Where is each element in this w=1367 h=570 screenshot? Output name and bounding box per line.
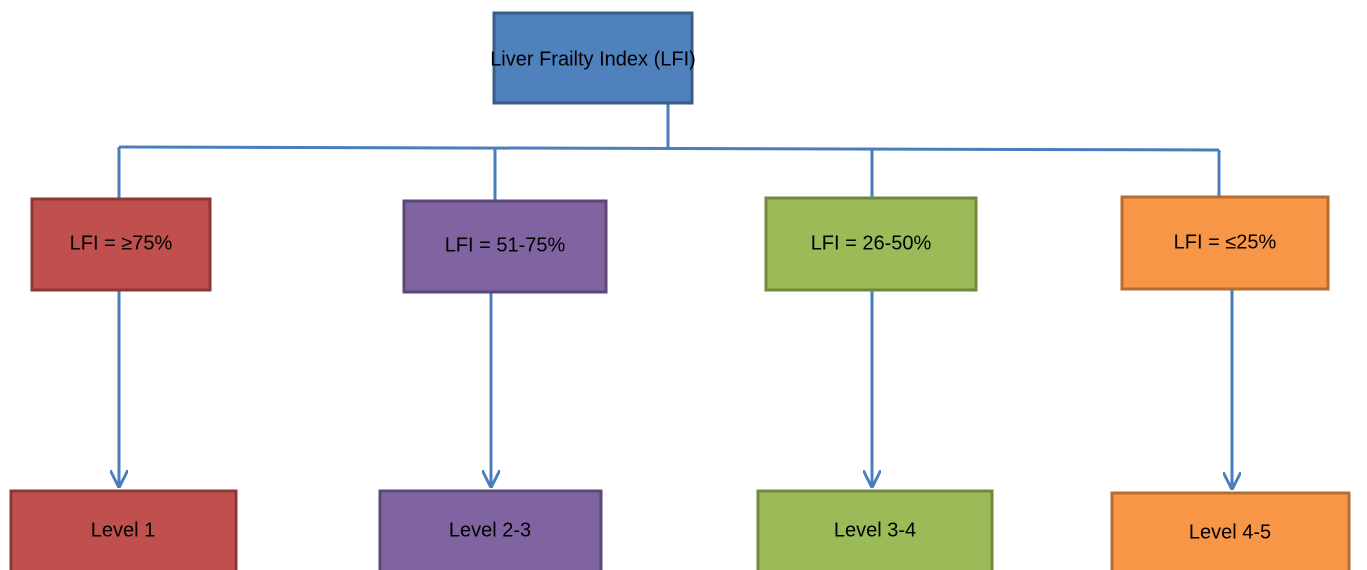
root-label: Liver Frailty Index (LFI) — [490, 48, 696, 70]
branch-label: LFI = 26-50% — [811, 232, 932, 254]
level-label: Level 1 — [91, 519, 156, 541]
branch-box — [764, 196, 978, 292]
branch-box — [30, 197, 212, 292]
branch-label: LFI = ≥75% — [70, 232, 173, 254]
level-label: Level 2-3 — [449, 519, 531, 541]
root-box — [492, 11, 694, 105]
level-box — [756, 489, 994, 570]
level-label: Level 4-5 — [1189, 521, 1271, 543]
level-box — [9, 489, 238, 570]
level-box — [1110, 491, 1351, 570]
branch-label: LFI = 51-75% — [445, 234, 566, 256]
connector — [118, 145, 1220, 152]
level-label: Level 3-4 — [834, 519, 916, 541]
branch-label: LFI = ≤25% — [1174, 231, 1277, 253]
branch-box — [402, 199, 608, 294]
branch-box — [1120, 195, 1330, 291]
level-box — [378, 489, 603, 570]
